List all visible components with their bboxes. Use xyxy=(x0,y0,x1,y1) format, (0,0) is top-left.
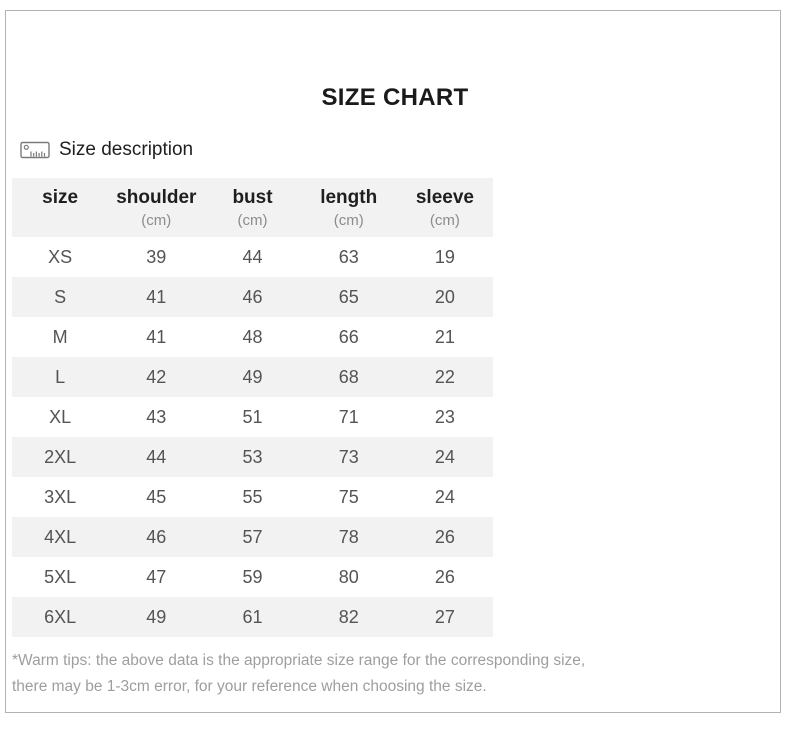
table-cell-bust: 44 xyxy=(242,246,263,267)
table-cell-sleeve: 23 xyxy=(434,406,455,427)
table-cell-length: 73 xyxy=(338,446,359,467)
table-cell-shoulder: 47 xyxy=(146,566,167,587)
table-cell-size: XL xyxy=(49,406,72,427)
table-cell-size: 5XL xyxy=(44,566,77,587)
table-cell-length: 75 xyxy=(338,486,359,507)
header-cell-bust: bust (cm) xyxy=(204,186,300,237)
table-row-6xl: 6XL 49 61 82 27 xyxy=(12,597,493,637)
header-cell-sleeve: sleeve (cm) xyxy=(397,186,493,237)
table-cell-bust: 53 xyxy=(242,446,263,467)
table-cell-sleeve: 24 xyxy=(434,486,455,507)
table-cell-sleeve: 20 xyxy=(434,286,455,307)
header-cell-shoulder: shoulder (cm) xyxy=(108,186,204,237)
table-cell-shoulder: 44 xyxy=(146,446,167,467)
table-cell-bust: 51 xyxy=(242,406,263,427)
table-row-2xl: 2XL 44 53 73 24 xyxy=(12,437,493,477)
table-cell-sleeve: 19 xyxy=(434,246,455,267)
footnote-line: there may be 1-3cm error, for your refer… xyxy=(12,678,487,695)
table-cell-sleeve: 26 xyxy=(434,526,455,547)
size-table: size shoulder (cm) bust (cm) length (cm)… xyxy=(12,178,493,637)
table-cell-size: 6XL xyxy=(44,606,77,627)
table-cell-size: XS xyxy=(48,246,73,267)
table-cell-bust: 46 xyxy=(242,286,263,307)
table-cell-size: M xyxy=(52,326,68,347)
table-cell-sleeve: 21 xyxy=(434,326,455,347)
table-cell-sleeve: 26 xyxy=(434,566,455,587)
table-row-xl: XL 43 51 71 23 xyxy=(12,397,493,437)
table-cell-sleeve: 27 xyxy=(434,606,455,627)
table-cell-shoulder: 46 xyxy=(146,526,167,547)
page-frame xyxy=(5,10,781,713)
size-chart-title: SIZE CHART xyxy=(321,84,469,111)
table-cell-size: S xyxy=(54,286,67,307)
table-cell-length: 82 xyxy=(338,606,359,627)
table-row-l: L 42 49 68 22 xyxy=(12,357,493,397)
table-cell-shoulder: 41 xyxy=(146,286,167,307)
warm-tips-footnote: *Warm tips: the above data is the approp… xyxy=(12,648,712,700)
header-cell-size: size xyxy=(12,186,108,237)
table-cell-sleeve: 22 xyxy=(434,366,455,387)
table-row-xs: XS 39 44 63 19 xyxy=(12,237,493,277)
table-row-4xl: 4XL 46 57 78 26 xyxy=(12,517,493,557)
header-unit: (cm) xyxy=(429,212,460,229)
header-cell-length: length (cm) xyxy=(301,186,397,237)
table-cell-length: 63 xyxy=(338,246,359,267)
table-cell-shoulder: 39 xyxy=(146,246,167,267)
section-label: Size description xyxy=(59,139,194,160)
table-cell-bust: 48 xyxy=(242,326,263,347)
table-cell-shoulder: 49 xyxy=(146,606,167,627)
table-cell-shoulder: 45 xyxy=(146,486,167,507)
table-cell-size: L xyxy=(55,366,66,387)
table-cell-size: 3XL xyxy=(44,486,77,507)
ruler-icon xyxy=(20,141,50,159)
header-unit: (cm) xyxy=(237,212,268,229)
table-cell-length: 80 xyxy=(338,566,359,587)
header-label: sleeve xyxy=(415,187,474,208)
table-row-s: S 41 46 65 20 xyxy=(12,277,493,317)
table-cell-bust: 61 xyxy=(242,606,263,627)
table-cell-size: 4XL xyxy=(44,526,77,547)
header-unit: (cm) xyxy=(141,212,172,229)
header-label: size xyxy=(42,187,79,208)
header-unit: (cm) xyxy=(333,212,364,229)
table-row-3xl: 3XL 45 55 75 24 xyxy=(12,477,493,517)
table-cell-length: 71 xyxy=(338,406,359,427)
table-cell-length: 68 xyxy=(338,366,359,387)
footnote-line: *Warm tips: the above data is the approp… xyxy=(12,652,586,669)
table-row-m: M 41 48 66 21 xyxy=(12,317,493,357)
header-label: bust xyxy=(232,187,273,208)
table-cell-shoulder: 43 xyxy=(146,406,167,427)
table-cell-bust: 57 xyxy=(242,526,263,547)
size-description-section: Size description xyxy=(20,137,193,163)
table-cell-bust: 59 xyxy=(242,566,263,587)
table-cell-sleeve: 24 xyxy=(434,446,455,467)
table-row-5xl: 5XL 47 59 80 26 xyxy=(12,557,493,597)
header-label: shoulder xyxy=(116,187,197,208)
table-cell-length: 78 xyxy=(338,526,359,547)
table-header-row: size shoulder (cm) bust (cm) length (cm)… xyxy=(12,178,493,237)
header-label: length xyxy=(320,187,378,208)
table-cell-length: 65 xyxy=(338,286,359,307)
table-cell-bust: 55 xyxy=(242,486,263,507)
table-cell-bust: 49 xyxy=(242,366,263,387)
table-cell-shoulder: 42 xyxy=(146,366,167,387)
table-cell-size: 2XL xyxy=(44,446,77,467)
table-cell-length: 66 xyxy=(338,326,359,347)
table-cell-shoulder: 41 xyxy=(146,326,167,347)
